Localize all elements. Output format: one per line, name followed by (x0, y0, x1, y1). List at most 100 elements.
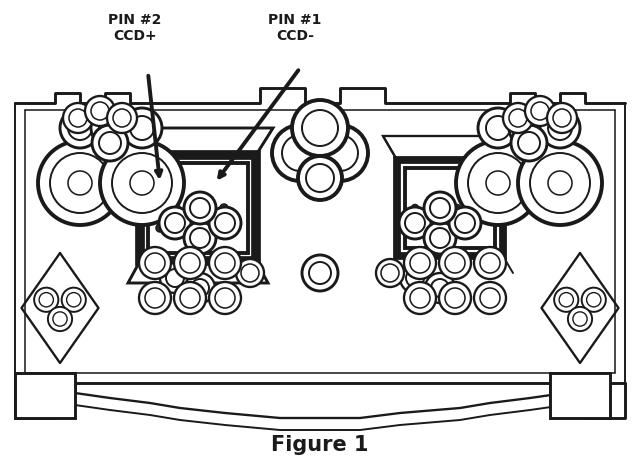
Circle shape (298, 156, 342, 200)
Circle shape (511, 125, 547, 161)
Circle shape (100, 141, 184, 225)
Bar (550, 373, 610, 418)
Circle shape (548, 171, 572, 195)
Circle shape (241, 264, 259, 282)
Circle shape (518, 132, 540, 154)
Circle shape (92, 125, 128, 161)
Circle shape (548, 116, 572, 140)
Circle shape (23, 386, 47, 410)
Circle shape (518, 141, 602, 225)
Circle shape (456, 141, 540, 225)
Circle shape (486, 171, 510, 195)
Circle shape (174, 282, 206, 314)
Circle shape (215, 253, 235, 273)
Circle shape (454, 222, 461, 229)
Circle shape (91, 108, 131, 148)
Circle shape (166, 269, 184, 287)
Circle shape (404, 247, 436, 279)
Circle shape (99, 116, 123, 140)
Circle shape (486, 116, 510, 140)
Circle shape (122, 108, 162, 148)
Circle shape (525, 96, 555, 126)
Circle shape (430, 198, 450, 218)
Circle shape (410, 253, 430, 273)
Circle shape (68, 171, 92, 195)
Circle shape (50, 153, 110, 213)
Circle shape (215, 288, 235, 308)
Circle shape (412, 204, 419, 211)
Circle shape (282, 135, 318, 171)
Circle shape (85, 96, 115, 126)
Bar (15, 373, 75, 418)
Bar (397, 160, 503, 256)
Circle shape (272, 125, 328, 181)
Circle shape (53, 312, 67, 326)
Circle shape (582, 288, 606, 312)
Circle shape (424, 222, 456, 254)
Circle shape (376, 259, 404, 287)
Circle shape (399, 207, 431, 239)
Circle shape (204, 204, 212, 212)
Text: PIN #2
CCD+: PIN #2 CCD+ (108, 13, 162, 43)
Circle shape (509, 109, 527, 127)
Circle shape (474, 247, 506, 279)
Circle shape (439, 282, 471, 314)
Circle shape (172, 204, 180, 212)
Circle shape (553, 109, 571, 127)
Circle shape (184, 222, 216, 254)
Circle shape (424, 192, 456, 224)
Circle shape (439, 247, 471, 279)
Circle shape (190, 198, 210, 218)
Circle shape (292, 100, 348, 156)
Circle shape (587, 293, 601, 307)
Circle shape (573, 312, 587, 326)
Circle shape (568, 307, 592, 331)
Circle shape (478, 108, 518, 148)
Circle shape (112, 153, 172, 213)
Circle shape (180, 253, 200, 273)
Circle shape (312, 125, 368, 181)
Circle shape (165, 213, 185, 233)
Circle shape (184, 192, 216, 224)
Circle shape (426, 222, 433, 229)
Circle shape (426, 204, 433, 211)
Circle shape (209, 247, 241, 279)
Circle shape (480, 253, 500, 273)
Circle shape (60, 108, 100, 148)
Circle shape (302, 255, 338, 291)
Circle shape (467, 222, 474, 229)
Circle shape (583, 391, 597, 405)
Circle shape (530, 153, 590, 213)
Circle shape (404, 282, 436, 314)
Circle shape (180, 288, 200, 308)
Circle shape (440, 222, 447, 229)
Circle shape (454, 204, 461, 211)
Circle shape (302, 110, 338, 146)
Circle shape (113, 109, 131, 127)
Circle shape (145, 288, 165, 308)
Text: PIN #1
CCD-: PIN #1 CCD- (268, 13, 322, 43)
Circle shape (38, 141, 122, 225)
Circle shape (39, 293, 53, 307)
Circle shape (188, 224, 196, 232)
Circle shape (34, 288, 58, 312)
Circle shape (445, 288, 465, 308)
Circle shape (547, 103, 577, 133)
Circle shape (185, 273, 215, 303)
Circle shape (139, 247, 171, 279)
Circle shape (156, 224, 164, 232)
Circle shape (405, 213, 425, 233)
Circle shape (440, 204, 447, 211)
Bar (148, 163, 248, 253)
Bar (405, 168, 495, 248)
Circle shape (63, 103, 93, 133)
Circle shape (69, 109, 87, 127)
Circle shape (172, 224, 180, 232)
Circle shape (509, 108, 549, 148)
Circle shape (99, 132, 121, 154)
Circle shape (578, 386, 602, 410)
Circle shape (156, 204, 164, 212)
Circle shape (215, 213, 235, 233)
Text: Figure 1: Figure 1 (271, 435, 369, 455)
Circle shape (209, 282, 241, 314)
